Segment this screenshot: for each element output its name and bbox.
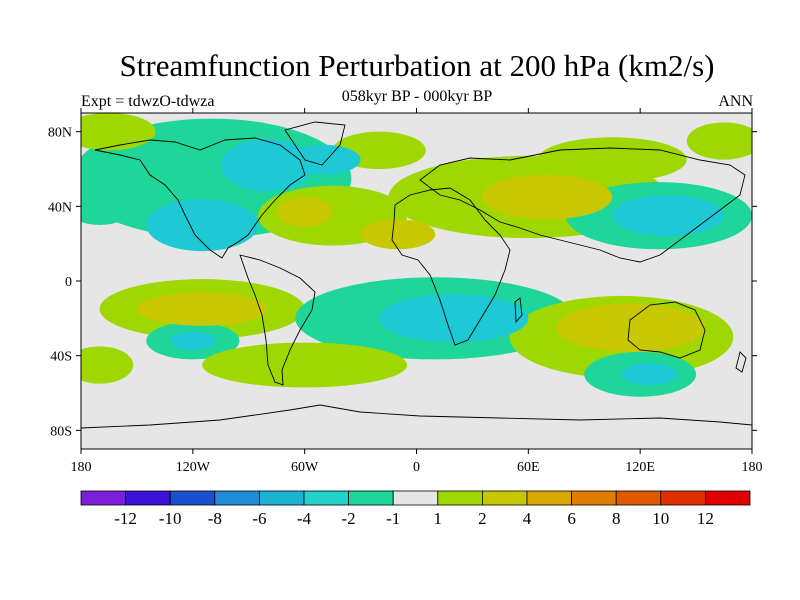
colorbar-label-6: -1	[386, 509, 400, 528]
colorbar-box-5	[303, 490, 349, 506]
contour-region-4	[81, 187, 134, 225]
contour-region-7	[276, 197, 333, 227]
colorbar-box-7	[392, 490, 439, 506]
contour-region-15	[537, 137, 687, 183]
lon-tick-label-6: 180	[742, 460, 763, 475]
coastline-new-zealand	[735, 351, 747, 373]
map-plot-area	[80, 112, 753, 450]
lon-tick-label-5: 120E	[625, 460, 655, 475]
colorbar-label-1: -10	[159, 509, 182, 528]
season-label: ANN	[718, 93, 753, 110]
colorbar-box-3	[214, 490, 260, 506]
chart-subtitle: 058kyr BP - 000kyr BP	[341, 88, 493, 105]
colorbar-box-12	[615, 490, 662, 506]
colorbar-label-9: 4	[523, 509, 532, 528]
contour-region-19	[170, 331, 216, 351]
colorbar-box-10	[526, 490, 572, 506]
coastline-greenland	[284, 121, 346, 166]
experiment-label: Expt = tdwzO-tdwza	[81, 93, 215, 110]
colorbar-label-3: -6	[252, 509, 266, 528]
lat-tick-label-0: 80N	[48, 126, 72, 141]
lon-tick-label-4: 60E	[517, 460, 540, 475]
colorbar-box-1	[125, 490, 171, 506]
coastline-madagascar	[514, 297, 523, 324]
coastline-australia	[627, 301, 706, 359]
contour-region-17	[136, 292, 268, 326]
lon-tick-label-3: 0	[413, 460, 420, 475]
lon-tick-label-0: 180	[71, 460, 92, 475]
coastlines	[81, 121, 752, 429]
contour-region-3	[81, 113, 156, 151]
lat-tick-label-2: 0	[65, 275, 72, 290]
contour-region-27	[81, 346, 134, 384]
contour-regions	[81, 113, 752, 397]
lat-tick-label-3: 40S	[50, 350, 72, 365]
lon-tick-label-1: 120W	[176, 460, 211, 475]
colorbar-label-11: 8	[612, 509, 621, 528]
coastline-north-america	[94, 137, 306, 259]
contour-region-11	[360, 219, 436, 250]
colorbar-label-4: -4	[297, 509, 312, 528]
contour-region-10	[481, 174, 613, 220]
coastline-antarctica	[81, 404, 752, 429]
colorbar-label-8: 2	[478, 509, 487, 528]
colorbar-box-11	[571, 490, 617, 506]
contour-region-1	[220, 139, 314, 192]
contour-region-21	[379, 294, 529, 343]
coastline-eurasia	[419, 147, 746, 263]
latitude-axis: 80N 40N 0 40S 80S	[48, 126, 757, 439]
colorbar-box-9	[481, 490, 528, 506]
colorbar-label-12: 10	[652, 509, 669, 528]
colorbar-box-4	[258, 490, 305, 506]
longitude-axis: 180 120W 60W 0 60E 120E 180	[71, 108, 763, 475]
colorbar-label-7: 1	[434, 509, 443, 528]
contour-region-5	[286, 144, 361, 175]
lon-tick-label-2: 60W	[291, 460, 319, 475]
contour-region-13	[612, 195, 725, 237]
colorbar-box-6	[348, 490, 394, 506]
colorbar-label-10: 6	[567, 509, 576, 528]
colorbar-box-0	[80, 490, 126, 506]
contour-region-2	[146, 198, 259, 252]
colorbar-box-8	[437, 490, 483, 506]
chart-title: Streamfunction Perturbation at 200 hPa (…	[119, 48, 715, 83]
contour-region-24	[556, 303, 706, 352]
contour-region-26	[621, 363, 678, 386]
colorbar-label-5: -2	[342, 509, 356, 528]
contour-region-14	[686, 122, 752, 160]
lat-tick-label-4: 80S	[50, 424, 72, 439]
colorbar-box-2	[169, 490, 216, 506]
contour-region-22	[202, 342, 408, 388]
coastline-south-america	[239, 254, 316, 386]
colorbar-label-2: -8	[208, 509, 222, 528]
colorbar: -12 -10 -8 -6 -4 -2 -1 1 2 4 6 8 10 12	[80, 490, 751, 528]
colorbar-box-14	[705, 490, 751, 506]
colorbar-label-13: 12	[697, 509, 714, 528]
coastline-europe-africa	[391, 187, 511, 346]
lat-tick-label-1: 40N	[48, 200, 72, 215]
colorbar-box-13	[660, 490, 706, 506]
colorbar-label-0: -12	[114, 509, 137, 528]
